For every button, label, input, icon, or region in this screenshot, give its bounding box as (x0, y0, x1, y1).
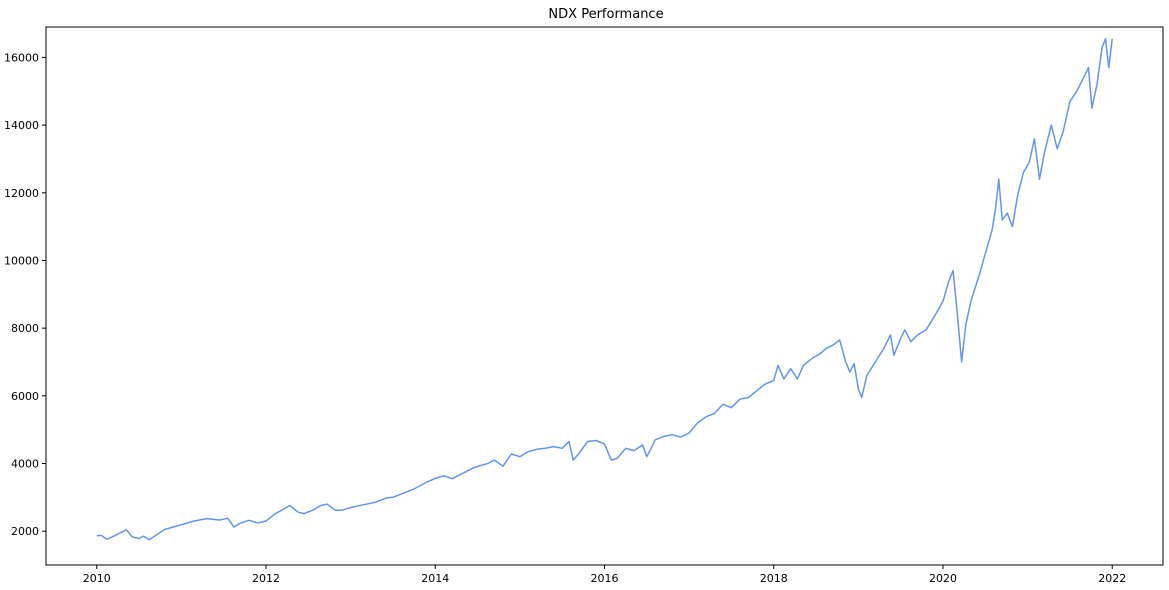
chart-title: NDX Performance (548, 7, 663, 22)
x-tick-label: 2020 (929, 572, 957, 585)
plot-frame (45, 26, 1164, 566)
x-axis: 2010 2012 2014 2016 2018 2020 2022 (83, 565, 1126, 585)
y-tick-label: 14000 (4, 119, 39, 132)
x-tick-label: 2012 (252, 572, 280, 585)
y-tick-label: 12000 (4, 187, 39, 200)
y-tick-label: 2000 (11, 525, 39, 538)
y-tick-label: 10000 (4, 254, 39, 267)
x-tick-label: 2018 (760, 572, 788, 585)
y-tick-label: 6000 (11, 390, 39, 403)
y-tick-label: 8000 (11, 322, 39, 335)
x-tick-label: 2014 (421, 572, 449, 585)
y-tick-label: 16000 (4, 51, 39, 64)
y-tick-label: 4000 (11, 457, 39, 470)
y-axis: 2000 4000 6000 8000 10000 12000 14000 16000 (4, 51, 46, 538)
x-tick-label: 2010 (83, 572, 111, 585)
x-tick-label: 2022 (1098, 572, 1126, 585)
x-tick-label: 2016 (591, 572, 619, 585)
series-line (96, 38, 1113, 541)
